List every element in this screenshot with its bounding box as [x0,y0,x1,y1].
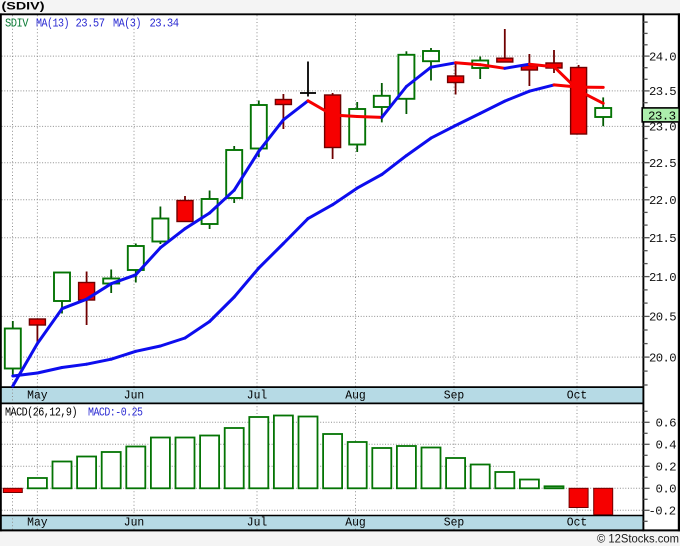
svg-text:Oct: Oct [567,388,588,402]
svg-text:© 12Stocks.com: © 12Stocks.com [597,531,679,545]
svg-text:Jun: Jun [124,516,145,530]
svg-text:22.0: 22.0 [649,194,676,208]
svg-text:Jun: Jun [124,388,145,402]
svg-text:Sep: Sep [444,516,465,530]
svg-text:Jul: Jul [247,516,268,530]
svg-text:Jul: Jul [247,388,268,402]
svg-text:0.0: 0.0 [656,483,677,497]
svg-text:Aug: Aug [345,388,366,402]
svg-text:MA(13): MA(13) [36,17,69,31]
svg-text:(SDIV): (SDIV) [2,0,45,12]
svg-text:23.3: 23.3 [648,109,676,123]
svg-text:23.57: 23.57 [76,17,105,31]
svg-text:Aug: Aug [345,516,366,530]
svg-text:-0.2: -0.2 [649,505,676,519]
svg-text:0.4: 0.4 [656,439,677,453]
svg-text:SDIV: SDIV [5,17,29,31]
svg-text:Sep: Sep [444,388,465,402]
svg-text:May: May [27,516,48,530]
svg-text:MACD(26,12,9): MACD(26,12,9) [5,405,77,419]
svg-text:22.5: 22.5 [649,157,676,171]
svg-text:23.34: 23.34 [150,17,179,31]
svg-text:0.2: 0.2 [656,461,677,475]
svg-text:23.0: 23.0 [649,121,676,135]
svg-text:May: May [27,388,48,402]
svg-text:Oct: Oct [567,516,588,530]
svg-text:21.5: 21.5 [649,232,676,246]
svg-text:23.5: 23.5 [649,85,676,99]
svg-text:MA(3): MA(3) [113,17,141,31]
svg-text:21.0: 21.0 [649,271,676,285]
svg-text:24.0: 24.0 [649,50,676,64]
svg-text:20.0: 20.0 [649,351,676,365]
svg-text:20.5: 20.5 [649,311,676,325]
svg-text:0.6: 0.6 [656,417,677,431]
svg-text:MACD:-0.25: MACD:-0.25 [88,405,143,419]
